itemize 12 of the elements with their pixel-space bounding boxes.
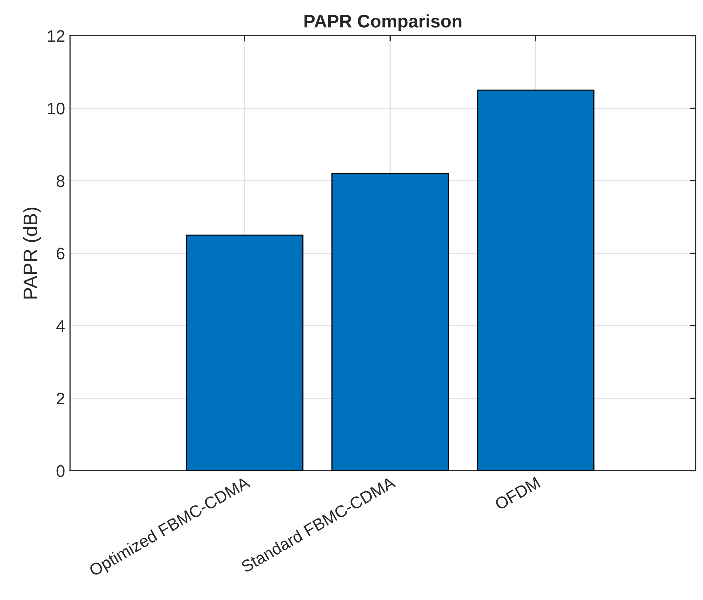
y-tick-label: 6 [57, 248, 65, 260]
y-axis-title: PAPR (dB) [23, 208, 42, 299]
y-tick-label: 10 [48, 102, 65, 115]
chart-title: PAPR Comparison [304, 14, 462, 32]
y-tick-label: 8 [56, 175, 65, 188]
y-tick-label: 2 [57, 392, 65, 405]
y-tick-label: 0 [56, 465, 65, 478]
y-tick-label: 12 [48, 30, 65, 42]
bar [332, 173, 450, 471]
bar [186, 234, 304, 471]
bar [477, 90, 595, 471]
y-tick-label: 4 [56, 320, 65, 332]
